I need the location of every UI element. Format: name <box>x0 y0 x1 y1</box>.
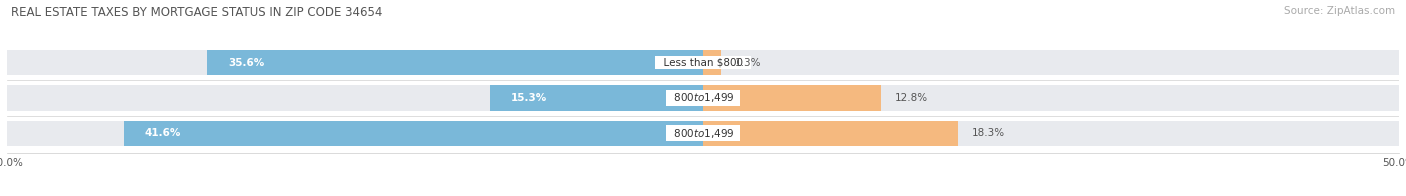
Text: Less than $800: Less than $800 <box>657 58 749 68</box>
Text: 41.6%: 41.6% <box>145 128 181 138</box>
Bar <box>208 50 703 75</box>
Bar <box>491 85 703 111</box>
Bar <box>124 121 703 146</box>
Text: 35.6%: 35.6% <box>228 58 264 68</box>
Text: $800 to $1,499: $800 to $1,499 <box>666 127 740 140</box>
Text: 1.3%: 1.3% <box>735 58 762 68</box>
Bar <box>703 50 721 75</box>
Text: REAL ESTATE TAXES BY MORTGAGE STATUS IN ZIP CODE 34654: REAL ESTATE TAXES BY MORTGAGE STATUS IN … <box>11 6 382 19</box>
Text: 15.3%: 15.3% <box>510 93 547 103</box>
Bar <box>7 121 1399 146</box>
Text: Source: ZipAtlas.com: Source: ZipAtlas.com <box>1284 6 1395 16</box>
Text: 12.8%: 12.8% <box>896 93 928 103</box>
Text: 18.3%: 18.3% <box>972 128 1005 138</box>
Text: $800 to $1,499: $800 to $1,499 <box>666 92 740 104</box>
Bar <box>7 85 1399 111</box>
Bar <box>703 121 957 146</box>
Bar <box>7 50 1399 75</box>
Bar <box>703 85 882 111</box>
